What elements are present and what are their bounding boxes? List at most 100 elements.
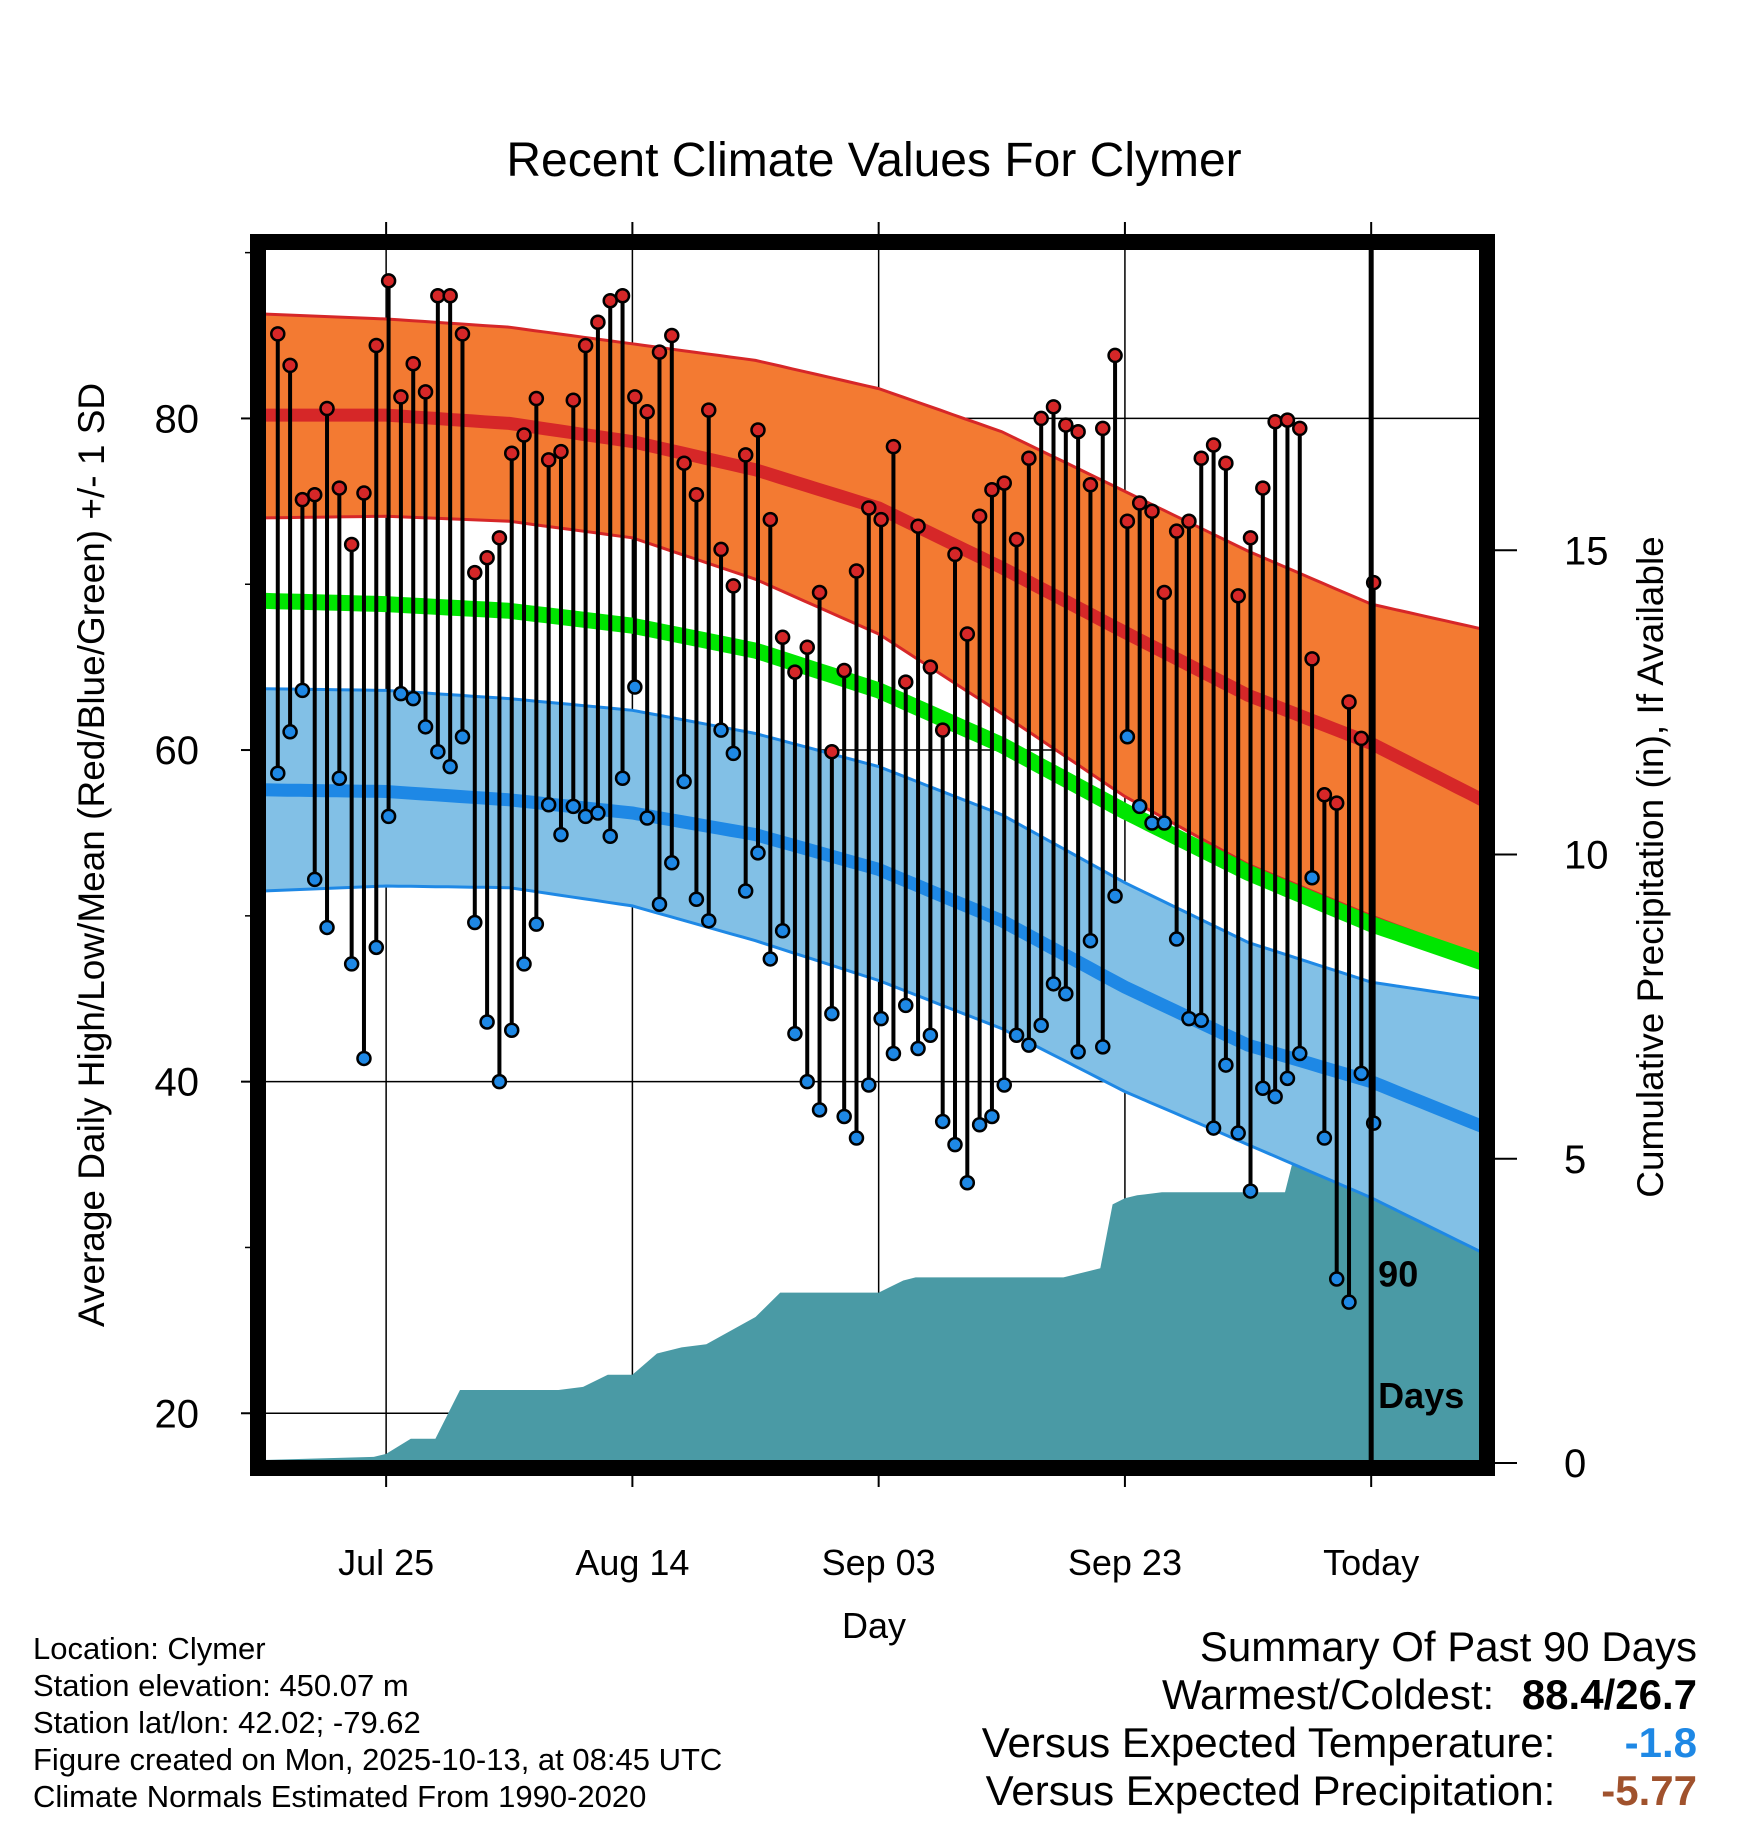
high-point — [516, 427, 532, 443]
low-point — [442, 758, 458, 775]
high-point — [294, 491, 311, 508]
y2-tick-label: 0 — [1564, 1442, 1586, 1486]
high-point — [836, 662, 852, 679]
high-point — [762, 511, 779, 528]
high-point — [1304, 651, 1320, 667]
high-point — [602, 292, 618, 309]
normals-text: Climate Normals Estimated From 1990-2020 — [33, 1779, 647, 1814]
low-point — [848, 1130, 865, 1146]
low-point — [282, 724, 298, 740]
high-point — [553, 443, 569, 460]
low-point — [922, 1027, 939, 1043]
summary-precip-row: Versus Expected Precipitation: -5.77 — [982, 1767, 1697, 1815]
high-point — [713, 541, 729, 558]
low-point — [467, 914, 483, 931]
normal-mean-line — [263, 592, 1482, 970]
low-point — [750, 845, 766, 861]
low-point — [824, 1005, 840, 1022]
low-point — [762, 951, 779, 967]
plot-area — [263, 273, 1482, 1463]
low-sd-band-upper-edge — [263, 687, 1482, 1001]
precip-value: -5.77 — [1601, 1767, 1697, 1814]
low-point — [885, 1045, 902, 1062]
high-point — [1328, 795, 1345, 811]
y-tick-label: 20 — [155, 1392, 200, 1436]
high-point — [910, 518, 926, 534]
low-point — [996, 1077, 1013, 1093]
low-point — [491, 1073, 508, 1090]
high-point — [787, 664, 803, 680]
high-point — [1353, 730, 1370, 747]
low-point — [1058, 986, 1074, 1002]
high-point — [664, 327, 680, 344]
high-sd-band-upper-edge — [263, 312, 1482, 631]
low-point — [787, 1025, 803, 1042]
low-point — [947, 1136, 963, 1153]
high-point — [959, 626, 976, 642]
low-point — [737, 883, 754, 899]
high-point — [1156, 584, 1173, 601]
high-point — [1058, 417, 1074, 433]
low-point — [910, 1040, 926, 1057]
low-point — [1255, 1080, 1271, 1097]
low-point — [688, 891, 705, 908]
high-point — [491, 530, 508, 546]
high-point — [861, 500, 877, 516]
location-text: Location: Clymer — [33, 1631, 266, 1666]
high-point — [393, 389, 409, 405]
y-axis-label: Average Daily High/Low/Mean (Red/Blue/Gr… — [71, 383, 112, 1327]
high-point — [996, 475, 1013, 491]
high-point — [1181, 513, 1197, 529]
summary-temp-row: Versus Expected Temperature: -1.8 — [982, 1719, 1697, 1767]
high-point — [442, 287, 458, 304]
high-point — [467, 564, 483, 581]
high-point — [306, 486, 323, 503]
high-point — [270, 326, 286, 342]
high-point — [1230, 588, 1246, 604]
high-point — [590, 314, 606, 331]
high-point — [639, 404, 655, 420]
high-point — [540, 452, 557, 468]
precip-label: Versus Expected Precipitation: — [985, 1767, 1556, 1814]
high-point — [1267, 414, 1283, 430]
high-point — [774, 629, 791, 646]
low-point — [553, 826, 569, 843]
low-point — [639, 810, 655, 826]
low-point — [528, 916, 545, 932]
high-point — [799, 639, 815, 655]
low-sd-band-lower-edge — [263, 884, 1482, 1254]
low-point — [971, 1117, 988, 1133]
y-tick-label: 60 — [155, 729, 200, 773]
high-point — [1008, 531, 1025, 548]
y2-tick-label: 15 — [1564, 529, 1609, 573]
low-point — [614, 770, 631, 786]
high-point — [503, 445, 520, 462]
high-point — [1021, 450, 1037, 466]
low-point — [1021, 1037, 1037, 1053]
low-point — [430, 743, 446, 760]
low-point — [651, 896, 668, 912]
low-point — [1168, 931, 1185, 947]
high-point — [405, 355, 421, 372]
high-point — [725, 578, 742, 594]
y2-tick-label: 5 — [1564, 1138, 1586, 1182]
temp-label: Versus Expected Temperature: — [981, 1719, 1556, 1766]
low-point — [725, 745, 742, 762]
high-point — [331, 480, 348, 496]
high-point — [1033, 410, 1049, 427]
low-point — [1316, 1130, 1333, 1146]
high-point — [1193, 450, 1210, 466]
low-point — [503, 1022, 520, 1039]
low-point — [270, 765, 286, 782]
daily-stems — [275, 280, 1376, 1303]
high-point — [319, 400, 335, 417]
x-tick-label: Aug 14 — [575, 1542, 689, 1583]
low-point — [774, 923, 791, 939]
low-point — [590, 805, 606, 821]
low-point — [1033, 1017, 1049, 1034]
low-point — [873, 1010, 889, 1027]
high-point — [343, 536, 360, 553]
low-point — [1205, 1120, 1222, 1136]
low-point — [1070, 1044, 1086, 1060]
